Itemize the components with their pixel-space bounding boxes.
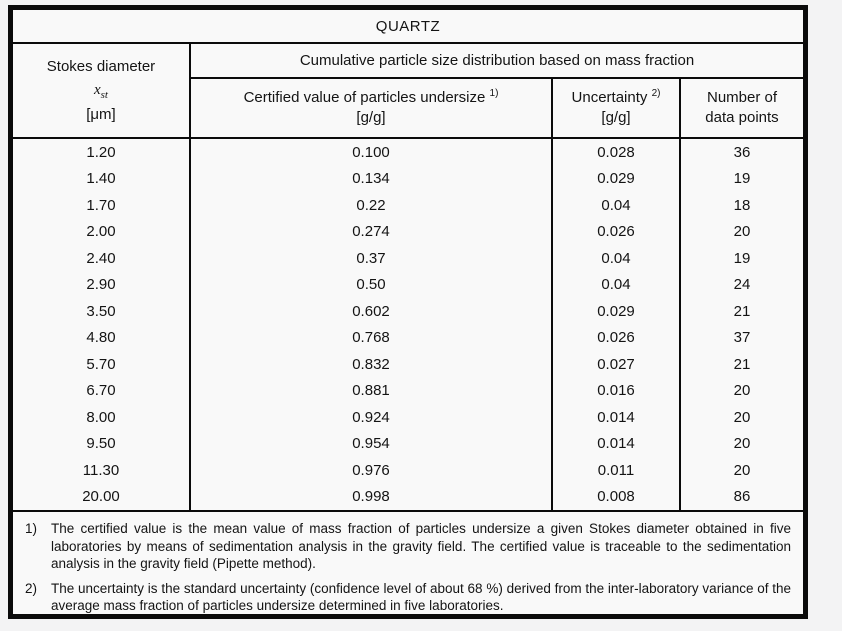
sub-header-row: Certified value of particles undersize 1…	[13, 78, 803, 139]
table-row: 20.00 0.998 0.008 86	[13, 483, 803, 511]
footnote-section: 1) The certified value is the mean value…	[13, 510, 803, 626]
table-cell: 6.70	[86, 382, 116, 400]
table-cell: 2.00	[86, 223, 116, 241]
table-row: 9.50 0.954 0.014 20	[13, 430, 803, 457]
col-header-group: Cumulative particle size distribution ba…	[190, 43, 803, 79]
footnote-ref-1: 1)	[489, 87, 499, 99]
title-row: QUARTZ	[13, 10, 803, 44]
certified-unit: [g/g]	[356, 109, 386, 126]
table-cell: 0.029	[551, 165, 680, 192]
table-row: 6.70 0.881 0.016 20	[13, 377, 803, 404]
table-cell: 0.04	[551, 245, 680, 272]
table-cell: 37	[679, 324, 803, 351]
table-cell: 0.014	[551, 430, 680, 457]
footnote-1-text: The certified value is the mean value of…	[51, 521, 791, 571]
table-cell: 4.80	[86, 329, 116, 347]
table-cell: 86	[679, 483, 803, 511]
table-cell: 0.976	[189, 457, 552, 484]
table-row: 4.80 0.768 0.026 37	[13, 324, 803, 351]
table-cell: 21	[679, 351, 803, 378]
footnote-2-text: The uncertainty is the standard uncertai…	[51, 580, 791, 614]
footnote-ref-2: 2)	[651, 87, 661, 99]
table-cell: 20	[679, 377, 803, 404]
table-row: 11.30 0.976 0.011 20	[13, 457, 803, 484]
table-cell: 20	[679, 218, 803, 245]
stokes-symbol: xst	[93, 82, 108, 102]
table-cell: 5.70	[86, 355, 116, 373]
table-row: 5.70 0.832 0.027 21	[13, 351, 803, 378]
table-cell: 36	[679, 138, 803, 166]
col-header-stokes-diameter: Stokes diameter xst [μm]	[13, 43, 191, 139]
table-cell: 0.016	[551, 377, 680, 404]
footnote-2-marker: 2)	[25, 580, 38, 596]
col-header-data-points: Number of data points	[679, 78, 803, 139]
quartz-table: QUARTZ Stokes diameter xst [μm] Cumulati…	[13, 10, 803, 626]
stokes-unit: [μm]	[86, 105, 116, 123]
table-cell: 8.00	[86, 408, 116, 426]
table-cell: 0.924	[189, 404, 552, 431]
table-cell: 0.04	[551, 192, 680, 219]
table-cell: 0.04	[551, 271, 680, 298]
uncertainty-unit: [g/g]	[601, 109, 631, 126]
table-cell: 0.027	[551, 351, 680, 378]
table-cell: 21	[679, 298, 803, 325]
table-row: 2.40 0.37 0.04 19	[13, 245, 803, 272]
table-cell: 0.029	[551, 298, 680, 325]
table-cell: 0.768	[189, 324, 552, 351]
table-row: 8.00 0.924 0.014 20	[13, 404, 803, 431]
group-header-row: Stokes diameter xst [μm] Cumulative part…	[13, 43, 803, 139]
table-cell: 0.50	[189, 271, 552, 298]
table-row: 1.70 0.22 0.04 18	[13, 192, 803, 219]
table-cell: 9.50	[86, 435, 116, 453]
table-cell: 24	[679, 271, 803, 298]
table-title: QUARTZ	[13, 10, 803, 44]
table-cell: 2.40	[86, 249, 116, 267]
table-cell: 0.37	[189, 245, 552, 272]
footnote-row: 1) The certified value is the mean value…	[13, 510, 803, 626]
table-cell: 19	[679, 165, 803, 192]
table-row: 1.40 0.134 0.029 19	[13, 165, 803, 192]
table-row: 1.20 0.100 0.028 36	[13, 138, 803, 166]
table-cell: 0.22	[189, 192, 552, 219]
table-cell: 0.026	[551, 324, 680, 351]
table-cell: 1.70	[86, 196, 116, 214]
col-header-certified-value: Certified value of particles undersize 1…	[190, 78, 552, 139]
table-body: 1.20 0.100 0.028 36 1.40 0.134 0.029 19 1.70 0.22…	[13, 138, 803, 511]
stokes-label: Stokes diameter	[46, 57, 156, 75]
table-cell: 0.014	[551, 404, 680, 431]
table-cell: 0.274	[189, 218, 552, 245]
table-cell: 0.100	[189, 138, 552, 166]
table-cell: 0.026	[551, 218, 680, 245]
table-cell: 11.30	[82, 461, 120, 479]
table-cell: 0.008	[551, 483, 680, 511]
document-table-sheet: QUARTZ Stokes diameter xst [μm] Cumulati…	[8, 5, 808, 626]
table-cell: 0.011	[551, 457, 680, 484]
table-cell: 0.028	[551, 138, 680, 166]
footnote-1-marker: 1)	[25, 521, 38, 536]
table-cell: 0.134	[189, 165, 552, 192]
table-cell: 20	[679, 430, 803, 457]
table-cell: 0.954	[189, 430, 552, 457]
table-cell: 19	[679, 245, 803, 272]
footnote-1: 1) The certified value is the mean value…	[21, 520, 791, 573]
table-cell: 3.50	[86, 302, 116, 320]
table-cell: 1.20	[86, 143, 116, 161]
table-cell: 18	[679, 192, 803, 219]
col-header-uncertainty: Uncertainty 2) [g/g]	[551, 78, 680, 139]
table-cell: 20	[679, 457, 803, 484]
table-cell: 20	[679, 404, 803, 431]
table-cell: 0.998	[189, 483, 552, 511]
table-row: 2.90 0.50 0.04 24	[13, 271, 803, 298]
table-cell: 0.602	[189, 298, 552, 325]
table-cell: 1.40	[86, 170, 116, 188]
table-cell: 2.90	[86, 276, 116, 294]
table-row: 2.00 0.274 0.026 20	[13, 218, 803, 245]
table-cell: 0.832	[189, 351, 552, 378]
footnote-2: 2) The uncertainty is the standard uncer…	[21, 580, 791, 615]
table-cell: 20.00	[82, 488, 120, 506]
table-cell: 0.881	[189, 377, 552, 404]
table-row: 3.50 0.602 0.029 21	[13, 298, 803, 325]
